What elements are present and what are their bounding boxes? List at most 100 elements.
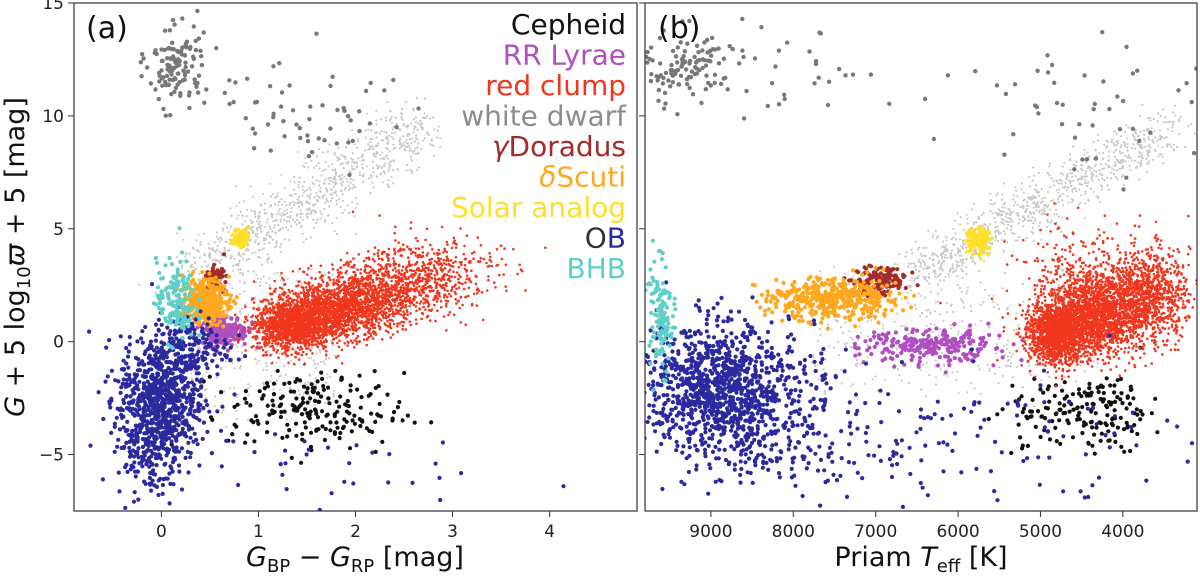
background-star-point [324,358,327,361]
data-point-red-clump [378,326,382,330]
data-point-red-clump [397,264,401,268]
data-point-red-clump [388,325,391,329]
background-star-point [241,345,244,348]
data-point-red-clump [306,347,310,350]
background-star-point [298,195,301,199]
background-star-point [252,195,255,198]
background-star-point [278,229,281,232]
background-star-point [325,381,328,384]
data-point-red-clump [333,288,336,292]
background-star-point [332,185,335,188]
data-point-cepheid [245,432,250,437]
data-point-red-clump [254,324,257,328]
background-star-point [356,140,359,143]
background-star-point [232,269,235,272]
data-point-red-clump [293,323,297,326]
background-star-point [239,366,242,370]
background-star-point [321,195,324,198]
data-point-red-clump [325,282,329,285]
data-point-red-clump [291,289,294,293]
background-star-point [308,207,311,210]
data-point-red-clump [264,353,268,357]
background-star-point [268,234,271,237]
data-point-red-clump [389,336,393,339]
data-point-red-clump [310,286,313,290]
data-point-red-clump [321,300,325,304]
background-star-point [384,162,387,165]
background-star-point [405,100,408,103]
background-star-point [278,200,281,203]
background-star-point [276,213,279,216]
data-point-red-clump [262,353,265,357]
data-point-red-clump [320,274,324,277]
data-point-red-clump [340,348,344,352]
background-star-point [313,166,316,169]
background-star-point [278,352,281,355]
data-point-cepheid [348,388,353,393]
data-point-red-clump [314,343,317,346]
data-point-cepheid [292,389,297,394]
data-point-rr-lyrae [225,334,230,339]
background-star-point [327,205,330,208]
background-star-point [334,171,337,174]
background-star-point [264,202,267,205]
background-star-point [373,131,376,134]
background-star-point [301,218,304,221]
background-star-point [232,264,235,267]
background-star-point [326,373,329,376]
background-star-point [414,152,417,155]
background-star-point [332,178,335,181]
background-star-point [332,395,335,398]
background-star-point [220,259,223,262]
background-star-point [361,159,364,162]
background-star-point [412,109,415,112]
data-point-cepheid [324,413,329,418]
background-star-point [202,232,205,235]
background-star-point [347,138,350,141]
background-star-point [406,145,409,148]
background-star-point [309,188,312,192]
data-point-cepheid [357,373,362,378]
data-point-red-clump [331,263,334,266]
background-star-point [387,140,390,143]
background-star-point [382,170,386,173]
background-star-point [254,357,257,361]
data-point-red-clump [248,330,252,334]
data-point-cepheid [334,399,339,404]
background-star-point [335,194,338,197]
background-star-point [415,134,418,137]
data-point-red-clump [351,291,355,294]
data-point-red-clump [344,307,348,310]
background-star-point [390,132,393,135]
data-point-cepheid [339,377,344,382]
data-point-red-clump [338,339,341,343]
data-point-red-clump [261,348,265,352]
background-star-point [225,226,229,229]
data-point-red-clump [347,298,350,302]
background-star-point [242,200,245,203]
data-point-red-clump [325,299,328,303]
data-point-red-clump [338,299,341,303]
background-star-point [292,200,295,203]
data-point-red-clump [302,327,306,330]
data-point-red-clump [275,314,278,317]
background-star-point [331,221,334,225]
data-point-rr-lyrae [227,322,232,327]
background-star-point [229,387,232,390]
background-star-point [332,191,335,194]
background-star-point [293,349,296,352]
data-point-red-clump [351,332,355,336]
background-star-point [296,150,299,154]
data-point-red-clump [409,312,412,315]
data-point-red-clump [247,326,250,329]
data-point-red-clump [336,341,339,345]
data-point-red-clump [287,328,290,332]
data-point-red-clump [309,349,312,352]
data-point-red-clump [269,353,272,357]
background-star-point [256,226,259,229]
background-star-point [334,190,337,193]
background-star-point [392,126,395,129]
data-point-red-clump [364,323,367,327]
data-point-red-clump [316,345,320,349]
data-point-red-clump [287,361,290,365]
